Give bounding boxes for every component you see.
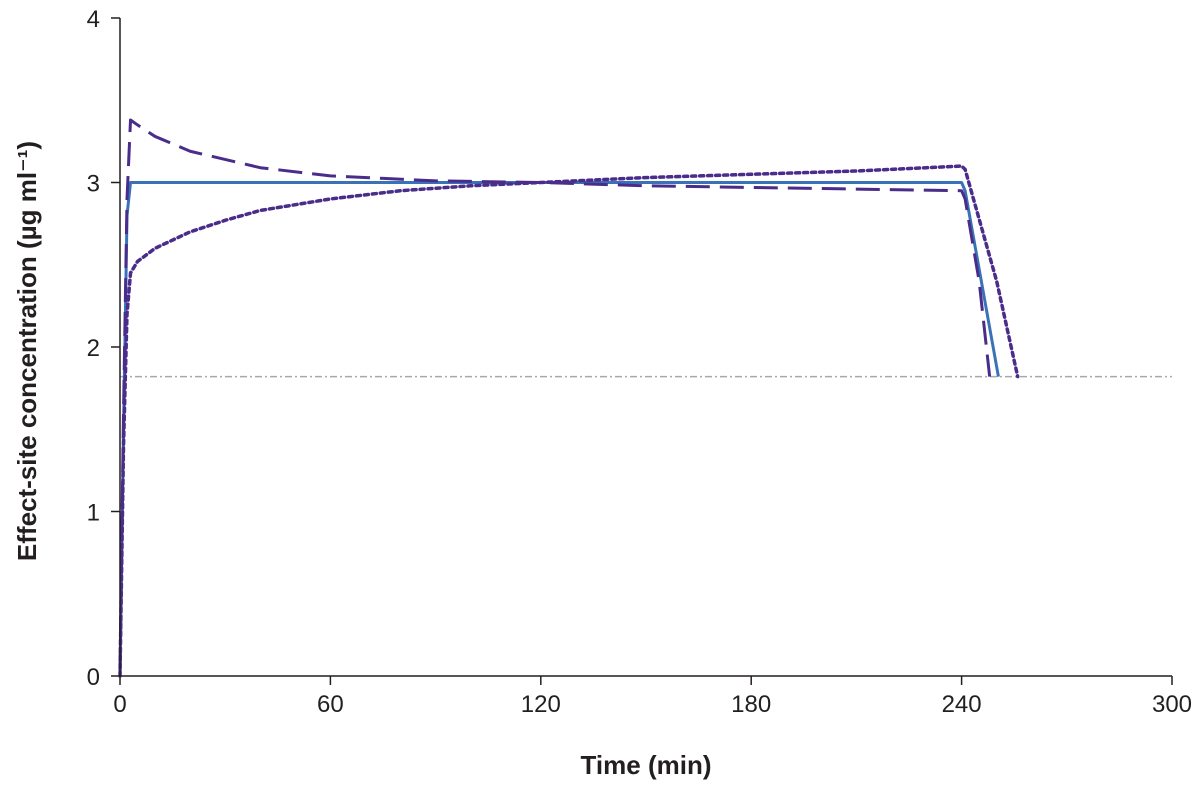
y-tick-label: 4	[87, 6, 100, 33]
y-tick-label: 3	[87, 171, 100, 198]
series-line-solid	[118, 181, 1000, 677]
x-tick-label: 0	[113, 691, 126, 718]
y-tick-label: 1	[87, 500, 100, 527]
plot-area	[118, 118, 1172, 678]
x-axis-title: Time (min)	[581, 750, 712, 780]
series-line-dashed	[118, 118, 992, 677]
axes	[119, 18, 1172, 677]
x-tick-label: 180	[731, 691, 771, 718]
x-tick-label: 300	[1152, 691, 1192, 718]
x-tick-label: 60	[317, 691, 344, 718]
y-tick-label: 2	[87, 335, 100, 362]
x-tick-label: 120	[521, 691, 561, 718]
x-tick-label: 240	[942, 691, 982, 718]
series-line-dotted	[118, 164, 1020, 678]
tick-labels: 0 60 120 180 240 300 0 1 2 3 4	[87, 6, 1192, 718]
y-tick-label: 0	[87, 664, 100, 691]
y-axis-title: Effect-site concentration (µg ml⁻¹)	[12, 141, 42, 561]
tick-marks	[111, 17, 1173, 685]
